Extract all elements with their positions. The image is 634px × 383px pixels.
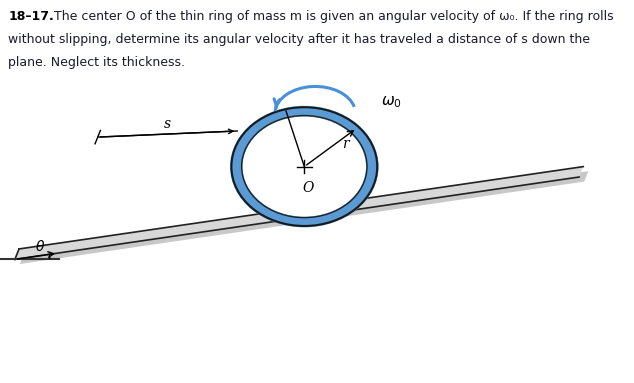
Text: $\omega_0$: $\omega_0$ xyxy=(381,95,402,110)
Text: $\theta$: $\theta$ xyxy=(35,239,45,254)
Polygon shape xyxy=(20,171,588,264)
Text: O: O xyxy=(302,181,314,195)
Text: s: s xyxy=(164,118,171,131)
Text: without slipping, determine its angular velocity after it has traveled a distanc: without slipping, determine its angular … xyxy=(8,33,590,46)
Text: plane. Neglect its thickness.: plane. Neglect its thickness. xyxy=(8,56,185,69)
Text: r: r xyxy=(342,137,349,151)
Text: The center O of the thin ring of mass m is given an angular velocity of ω₀. If t: The center O of the thin ring of mass m … xyxy=(54,10,614,23)
Ellipse shape xyxy=(231,107,377,226)
Polygon shape xyxy=(15,167,583,259)
Ellipse shape xyxy=(242,116,367,218)
Text: 18–17.: 18–17. xyxy=(8,10,54,23)
